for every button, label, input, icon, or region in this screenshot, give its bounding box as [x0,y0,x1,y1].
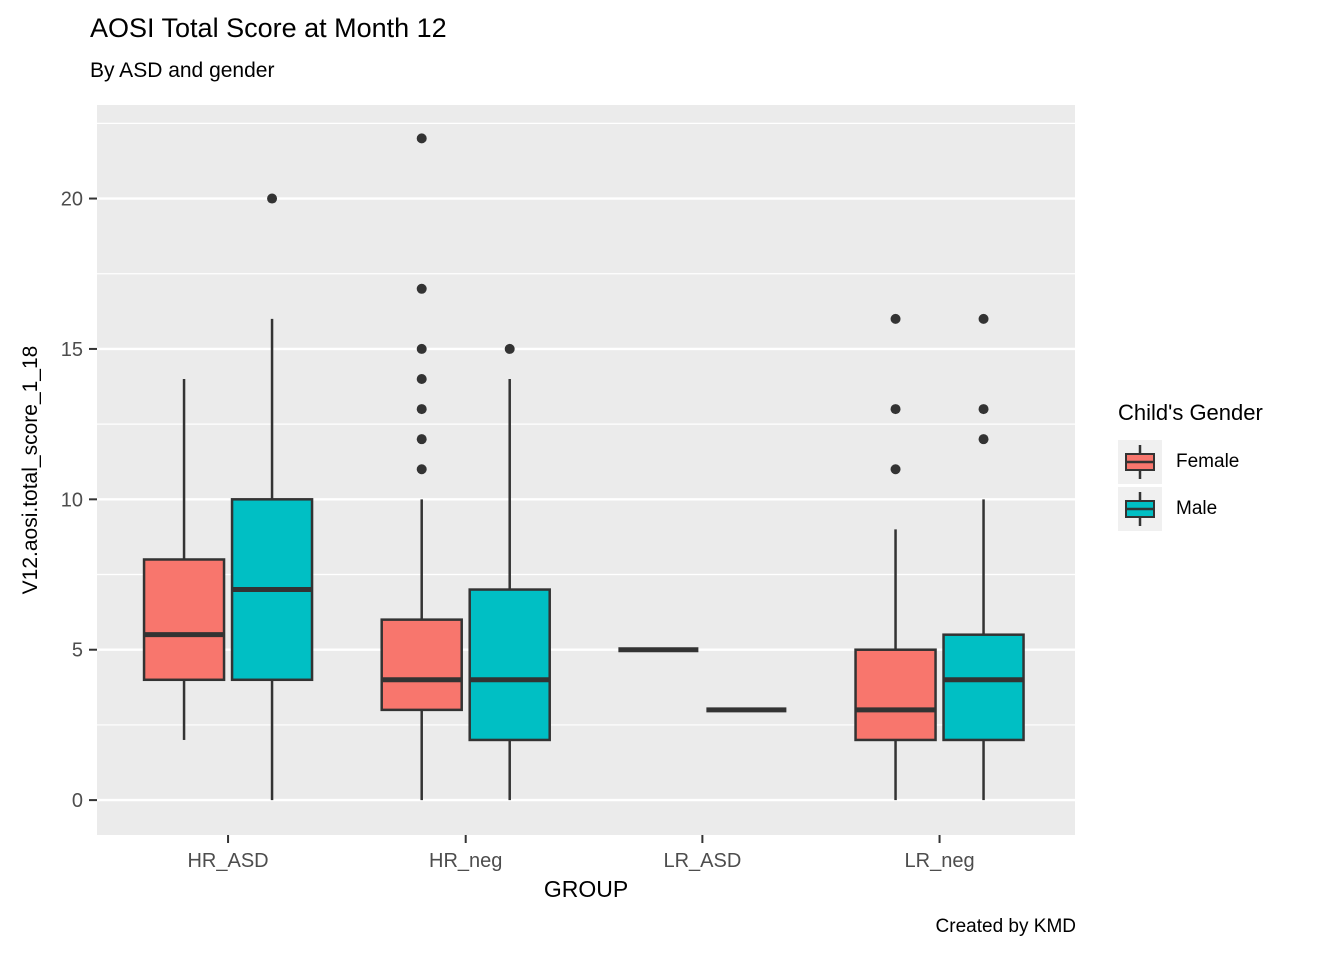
y-tick-label: 20 [61,189,83,211]
outlier-point [890,404,901,415]
legend-label-male: Male [1176,498,1218,519]
outlier-point [890,313,901,324]
boxplot-chart: 0 5 10 15 20 HR_ASD HR_neg LR_ASD LR_neg [61,105,1075,872]
chart-title: AOSI Total Score at Month 12 [90,13,447,43]
boxplot-female-key-icon [1118,440,1162,484]
legend-item-female: Female [1118,440,1263,484]
y-tick-label: 5 [72,640,83,662]
y-tick-label: 15 [61,339,83,361]
outlier-point [890,464,901,475]
outlier-point [978,404,989,415]
outlier-point [978,434,989,445]
outlier-point [416,374,427,385]
legend: Child's Gender Female Male [1118,400,1263,534]
x-tick-label: LR_ASD [663,850,741,872]
outlier-point [416,404,427,415]
chart-subtitle: By ASD and gender [90,59,275,82]
outlier-point [416,343,427,354]
outlier-point [416,283,427,294]
y-axis-title: V12.aosi.total_score_1_18 [19,345,42,595]
outlier-point [416,434,427,445]
boxplot-male-key-icon [1118,487,1162,531]
x-tick-label: HR_ASD [187,850,268,872]
outlier-point [416,133,427,144]
box [854,648,937,742]
legend-title: Child's Gender [1118,400,1263,425]
outlier-point [267,193,278,204]
box [942,633,1025,742]
outlier-point [416,464,427,475]
x-tick-label: HR_neg [429,850,502,872]
legend-label-female: Female [1176,451,1240,472]
x-axis-title: GROUP [543,876,629,902]
x-tick-label: LR_neg [905,850,975,872]
legend-item-male: Male [1118,487,1263,531]
box [380,618,463,712]
y-tick-label: 0 [72,790,83,812]
outlier-point [978,313,989,324]
outlier-point [504,343,515,354]
y-tick-label: 10 [61,489,83,511]
box [142,558,226,682]
chart-caption: Created by KMD [935,916,1076,937]
box [468,588,551,742]
